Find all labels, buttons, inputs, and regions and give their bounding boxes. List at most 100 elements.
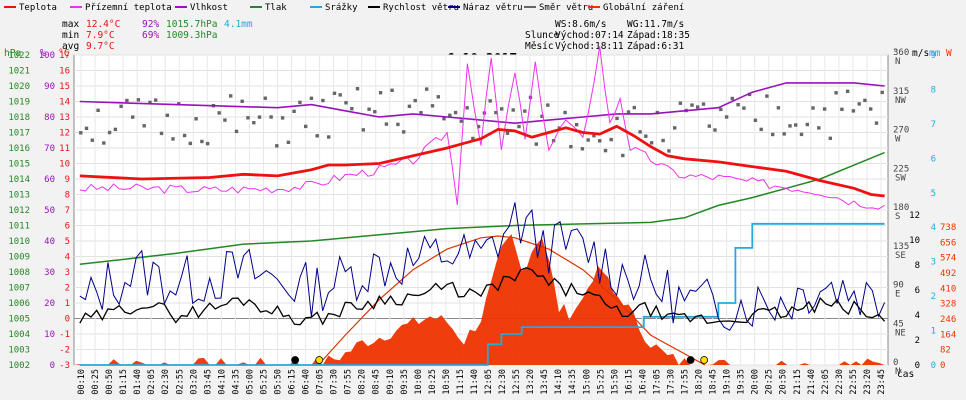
tick-label-c: 5 [65,237,70,247]
tick-label-deg: 225 [893,164,909,174]
tick-label-time: 20:00 [751,369,761,395]
wind-dir-point [592,134,596,138]
wind-dir-point [113,127,118,132]
stats-max-hum: 92% [142,19,159,30]
wind-dir-point [730,96,734,101]
wind-dir-point [701,102,706,106]
wind-dir-point [205,141,210,146]
wind-dir-point [430,104,435,108]
wind-dir-point [534,142,538,146]
tick-label-time: 00:50 [105,369,115,395]
wind-dir-point [413,98,417,103]
tick-label-time: 02:30 [161,369,171,395]
tick-label-deg: 315 [893,87,909,97]
tick-label-w: 738 [940,223,956,233]
axis-title-mm: mm [929,48,941,59]
series-wind-gust [79,202,886,331]
wind-dir-point [350,107,354,111]
wind-dir-point [707,124,711,128]
tick-label-time: 01:40 [133,369,143,395]
wind-dir-point [747,92,752,97]
wind-dir-point [286,140,291,144]
tick-label-deg: 45 [893,319,904,329]
wind-dir-point [355,87,360,91]
wind-dir-point [327,135,331,139]
wind-dir-point [442,117,446,121]
tick-label-time: 17:05 [652,369,662,395]
tick-label-hpa: 1002 [8,361,30,371]
tick-label-time: 20:25 [765,369,775,395]
tick-label-c: 14 [59,98,70,108]
wind-dir-point [257,115,262,119]
wind-dir-point [107,130,112,135]
wind-dir-point [159,131,164,136]
wind-dir-point [332,91,337,95]
tick-label-ms: 4 [915,311,920,321]
wind-dir-point [378,91,383,95]
sunset-marker [700,356,709,364]
tick-label-pct: 60 [44,175,55,185]
axis-title-hpa: hPa [4,48,21,59]
legend-label: Rychlost větru [383,3,459,13]
tick-label-hpa: 1008 [8,268,30,278]
wind-dir-point [598,139,602,143]
tick-label-c: 3 [65,268,70,278]
tick-label-deg: 270 [893,126,909,136]
wind-dir-point [759,127,763,132]
tick-label-w: 82 [940,346,951,356]
tick-label-time: 22:30 [835,369,845,395]
tick-label-time: 00:25 [91,369,101,395]
wind-dir-point [304,124,308,129]
wind-dir-point [436,95,440,99]
tick-label-c: 13 [59,113,70,123]
wind-dir-point [448,113,452,117]
wind-dir-point [234,129,239,134]
tick-label-c: 17 [59,51,70,61]
tick-label-w: 574 [940,254,956,264]
wind-dir-point [857,102,861,106]
tick-label-dir: W [895,135,901,145]
wind-dir-point [488,99,492,103]
wind-dir-point [874,121,879,125]
wind-dir-point [315,134,319,138]
wind-dir-point [373,110,377,114]
tick-label-deg: 135 [893,242,909,252]
tick-label-c: 6 [65,222,70,232]
wind-dir-point [517,124,521,129]
tick-label-pct: 20 [44,299,55,309]
tick-label-w: 656 [940,238,956,248]
tick-label-time: 16:15 [624,369,634,395]
legend-label: Srážky [325,3,358,13]
tick-label-c: -3 [59,361,70,371]
wind-dir-point [569,145,573,149]
wind-dir-point [177,102,181,106]
tick-label-mm: 7 [931,120,936,130]
wind-dir-point [765,94,769,98]
wind-dir-point [217,111,221,115]
tick-label-hpa: 1010 [8,237,30,247]
legend-label: Přízemní teplota [85,3,172,13]
tick-label-hpa: 1018 [8,113,30,123]
tick-label-time: 20:50 [779,369,789,395]
series-precipitation [79,222,885,366]
series-radiation-area [74,234,885,365]
moon-set: Západ:6:31 [627,41,684,52]
tick-label-time: 19:10 [723,369,733,395]
tick-label-pct: 40 [44,237,55,247]
wind-dir-point [505,131,510,135]
wind-dir-point [361,128,365,132]
tick-label-pct: 80 [44,113,55,123]
tick-label-hpa: 1009 [8,253,30,263]
tick-label-time: 13:20 [526,369,536,395]
wind-dir-point [546,103,550,107]
tick-label-w: 492 [940,269,956,279]
stats-max-temp: 12.4°C [86,19,120,30]
tick-label-mm: 6 [931,154,936,164]
tick-label-hpa: 1011 [8,222,30,232]
wind-dir-point [609,137,613,142]
tick-label-time: 03:45 [203,369,213,395]
wind-dir-point [148,100,152,105]
wind-dir-point [154,98,158,102]
wind-dir-point [724,115,729,119]
axis-title-deg: ° [893,48,899,59]
